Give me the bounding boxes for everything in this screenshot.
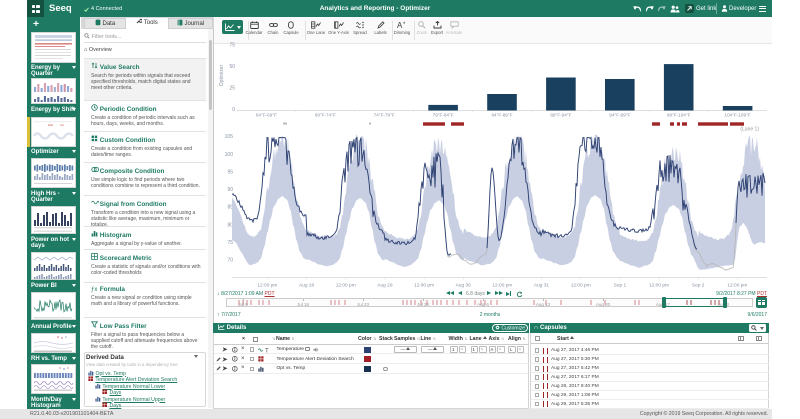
svg-text:12:00 pm: 12:00 pm — [492, 283, 512, 289]
svg-text:T: T — [265, 348, 269, 353]
svg-text:12:00 pm: 12:00 pm — [257, 283, 277, 289]
svg-text:95: 95 — [227, 169, 233, 175]
svg-text:12:00 pm: 12:00 pm — [649, 283, 669, 289]
svg-text:Sep 2: Sep 2 — [692, 283, 705, 289]
svg-text:Optimizer: Optimizer — [219, 64, 225, 86]
svg-text:64°F-69°F: 64°F-69°F — [256, 113, 277, 118]
svg-text:90: 90 — [227, 187, 233, 193]
svg-text:Aug 29: Aug 29 — [377, 283, 393, 289]
svg-text:50: 50 — [229, 64, 235, 70]
svg-text:74°F-79°F: 74°F-79°F — [374, 113, 395, 118]
svg-text:Aug 31: Aug 31 — [534, 283, 550, 289]
svg-text:84°F-89°F: 84°F-89°F — [491, 113, 512, 118]
svg-text:12:00 pm: 12:00 pm — [414, 283, 434, 289]
svg-text:99°F-104°F: 99°F-104°F — [667, 113, 691, 118]
svg-text:12:00 pm: 12:00 pm — [727, 283, 747, 289]
svg-text:A: A — [397, 21, 403, 29]
svg-text:*: * — [403, 22, 406, 28]
svg-text:70: 70 — [227, 258, 233, 264]
svg-text:85: 85 — [227, 205, 233, 211]
svg-text:89°F-94°F: 89°F-94°F — [550, 113, 571, 118]
svg-text:12:00 pm: 12:00 pm — [336, 283, 356, 289]
svg-text:Aug 30: Aug 30 — [456, 283, 472, 289]
svg-text:100: 100 — [225, 152, 234, 158]
svg-text:94°F-99°F: 94°F-99°F — [609, 113, 630, 118]
svg-text:75: 75 — [229, 43, 235, 49]
svg-text:105: 105 — [225, 134, 234, 140]
svg-text:Sep 1: Sep 1 — [614, 283, 627, 289]
svg-text:75: 75 — [227, 240, 233, 246]
svg-text:69°F-74°F: 69°F-74°F — [315, 113, 336, 118]
svg-text:104°F-109°F: 104°F-109°F — [725, 113, 751, 118]
svg-text:0: 0 — [232, 107, 235, 113]
svg-text:Aug 28: Aug 28 — [299, 283, 315, 289]
svg-text:80: 80 — [227, 222, 233, 228]
svg-text:12:00 pm: 12:00 pm — [571, 283, 591, 289]
svg-text:(Lane 1): (Lane 1) — [740, 127, 759, 133]
svg-text:79°F-84°F: 79°F-84°F — [433, 113, 454, 118]
svg-text:25: 25 — [229, 86, 235, 92]
